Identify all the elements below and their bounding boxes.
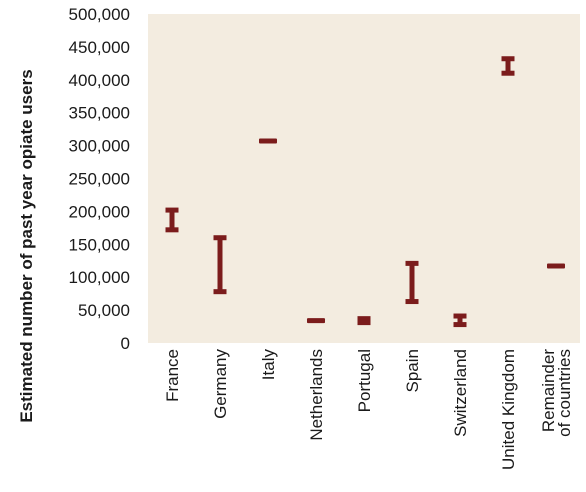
- range-cap-low: [501, 70, 515, 76]
- x-tick-label: Netherlands: [307, 349, 326, 441]
- range-cap-high: [213, 235, 227, 241]
- range-cap-low: [357, 320, 371, 326]
- plot-area: [148, 14, 580, 343]
- y-tick-label: 0: [121, 334, 130, 353]
- point-mark: [307, 318, 325, 324]
- x-tick-label: Spain: [403, 349, 422, 392]
- y-tick-label: 400,000: [69, 71, 130, 90]
- range-stem: [217, 237, 223, 292]
- range-mark: [547, 263, 565, 269]
- range-cap-high: [357, 316, 371, 322]
- range-marks: [165, 56, 565, 328]
- range-cap-high: [501, 56, 515, 62]
- y-tick-label: 450,000: [69, 38, 130, 57]
- range-cap-high: [405, 260, 419, 266]
- x-tick-label: France: [163, 349, 182, 402]
- range-mark: [165, 207, 179, 233]
- x-tick-label: United Kingdom: [499, 349, 518, 470]
- range-cap-low: [405, 299, 419, 305]
- x-tick-label: Germany: [211, 349, 230, 419]
- range-mark: [213, 235, 227, 295]
- x-tick-label: of countries: [555, 349, 574, 437]
- y-axis-ticks: 0 50,000 100,000 150,000 200,000 250,000 300,0…: [69, 5, 130, 353]
- range-cap-low: [165, 227, 179, 233]
- range-cap-low: [453, 322, 467, 328]
- x-tick-label: Switzerland: [451, 349, 470, 437]
- range-mark: [501, 56, 515, 76]
- range-stem: [169, 210, 175, 230]
- range-mark: [405, 260, 419, 305]
- y-axis-label: Estimated number of past year opiate use…: [17, 69, 36, 422]
- range-cap-high: [165, 207, 179, 213]
- y-tick-label: 50,000: [78, 301, 130, 320]
- y-tick-label: 100,000: [69, 268, 130, 287]
- point-mark: [547, 263, 565, 269]
- y-tick-label: 350,000: [69, 104, 130, 123]
- x-tick-label: Italy: [259, 349, 278, 381]
- range-mark: [259, 138, 277, 144]
- point-mark: [259, 138, 277, 144]
- range-cap-low: [213, 289, 227, 295]
- y-tick-label: 200,000: [69, 202, 130, 221]
- range-mark: [307, 318, 325, 324]
- y-tick-label: 300,000: [69, 137, 130, 156]
- range-cap-high: [453, 313, 467, 319]
- x-tick-label: Remainder: [539, 349, 558, 432]
- y-tick-label: 500,000: [69, 5, 130, 24]
- x-tick-label: Portugal: [355, 349, 374, 412]
- y-tick-label: 250,000: [69, 170, 130, 189]
- range-stem: [409, 263, 415, 302]
- range-mark: [357, 316, 371, 326]
- y-tick-label: 150,000: [69, 235, 130, 254]
- range-stem: [457, 316, 463, 325]
- range-stem: [505, 58, 511, 74]
- x-axis-ticks: France Germany Italy Netherlands Portugal Spa…: [163, 349, 574, 470]
- range-mark: [453, 313, 467, 328]
